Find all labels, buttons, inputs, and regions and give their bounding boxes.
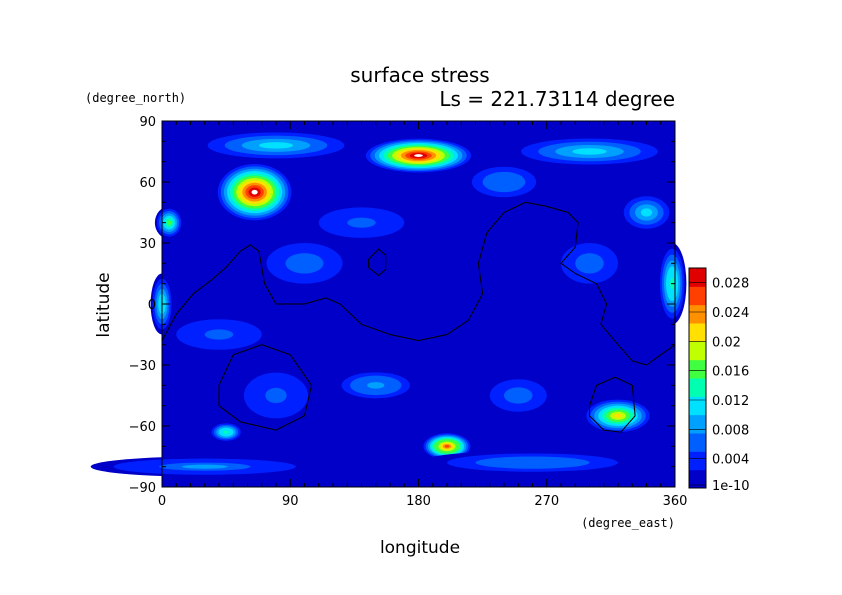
- x-tick-label: 0: [158, 494, 166, 509]
- heatmap-cell: [347, 217, 376, 228]
- colorbar-segment: [689, 304, 706, 324]
- y-units-label: (degree_north): [85, 91, 186, 105]
- colorbar-label: 0.008: [712, 423, 749, 438]
- colorbar-segment: [689, 396, 706, 416]
- y-tick-label: 30: [139, 237, 156, 252]
- colorbar-segment: [689, 341, 706, 361]
- heatmap-cell: [181, 464, 228, 469]
- y-axis: 90 60 30 0 −30 −60 −90: [129, 115, 675, 496]
- x-units-label: (degree_east): [581, 516, 675, 530]
- y-tick-label: 0: [148, 298, 156, 313]
- colorbar-segment: [689, 378, 706, 397]
- y-tick-label: 90: [139, 115, 156, 130]
- heatmap-cell: [251, 189, 258, 195]
- colorbar-segment: [689, 414, 706, 434]
- y-tick-label: 60: [139, 176, 156, 191]
- heatmap-cell: [223, 430, 229, 434]
- contour-line: [368, 248, 387, 277]
- heatmap-cell: [444, 445, 450, 448]
- heatmap-cell: [640, 208, 653, 217]
- heatmap-cell: [575, 253, 604, 274]
- heatmap-cell: [504, 459, 561, 466]
- colorbar-segment: [689, 323, 706, 342]
- y-tick-label: −90: [129, 481, 156, 496]
- heatmap-cell: [504, 387, 533, 404]
- colorbar-segment: [689, 469, 706, 489]
- x-tick-label: 90: [282, 494, 299, 509]
- heatmap-cell: [204, 329, 234, 340]
- colorbar-segment: [689, 451, 706, 471]
- colorbar-label: 0.016: [712, 365, 749, 380]
- x-tick-label: 360: [663, 494, 688, 509]
- contour-line: [589, 376, 636, 433]
- x-tick-label: 270: [534, 494, 559, 509]
- x-axis: 0 90 180 270 360: [158, 121, 688, 509]
- heatmap-field: [90, 129, 687, 477]
- heatmap-cell: [614, 413, 622, 418]
- colorbar-segment: [689, 433, 706, 452]
- colorbar-label: 1e-10: [712, 479, 750, 494]
- contour-line: [218, 344, 313, 431]
- x-tick-label: 180: [406, 494, 431, 509]
- heatmap-cell: [414, 154, 423, 157]
- colorbar-segment: [689, 268, 706, 287]
- colorbar-label: 0.024: [712, 306, 749, 321]
- contour-lines: [161, 201, 676, 433]
- colorbar: 0.028 0.024 0.02 0.016 0.012 0.008 0.004 1e-10: [688, 267, 750, 494]
- colorbar-label: 0.004: [712, 453, 749, 468]
- x-axis-title: longitude: [380, 538, 460, 558]
- y-axis-title: latitude: [94, 272, 114, 337]
- heatmap-cell: [572, 148, 607, 155]
- heatmap-cell: [285, 253, 324, 274]
- colorbar-segment: [689, 286, 706, 306]
- colorbar-frame: [688, 267, 707, 489]
- contour-line: [161, 201, 676, 366]
- colorbar-label: 0.028: [712, 277, 749, 292]
- colorbar-label: 0.02: [712, 335, 741, 350]
- chart-title: surface stress: [350, 63, 489, 87]
- colorbar-label: 0.012: [712, 394, 749, 409]
- heatmap-cell: [258, 142, 294, 149]
- heatmap-cell: [367, 382, 385, 389]
- y-tick-label: −30: [129, 359, 156, 374]
- heatmap-cell: [265, 387, 287, 404]
- heatmap-cell: [167, 220, 172, 225]
- colorbar-segment: [689, 359, 706, 379]
- chart-subtitle: Ls = 221.73114 degree: [439, 87, 675, 111]
- heatmap-cell: [493, 176, 515, 188]
- y-tick-label: −60: [129, 420, 156, 435]
